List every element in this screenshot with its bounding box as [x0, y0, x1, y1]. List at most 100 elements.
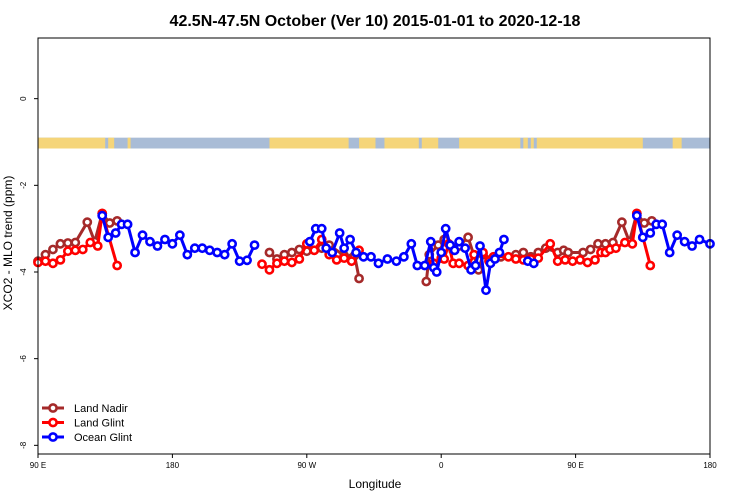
data-point — [182, 249, 193, 260]
data-point — [160, 234, 170, 245]
data-point — [40, 256, 51, 267]
data-point — [279, 256, 290, 267]
data-point — [499, 234, 509, 245]
data-point — [354, 273, 364, 284]
series-layer — [33, 208, 715, 296]
land-band — [384, 137, 419, 149]
data-point — [174, 230, 185, 241]
data-point — [412, 260, 423, 271]
data-point — [590, 254, 600, 265]
data-point — [257, 259, 267, 270]
land-band — [127, 137, 131, 149]
data-point — [331, 254, 342, 265]
data-point — [657, 219, 668, 230]
data-point — [664, 247, 675, 258]
data-point — [510, 254, 521, 264]
data-point — [137, 230, 148, 241]
data-point — [672, 230, 683, 241]
data-point — [309, 245, 320, 256]
data-point — [645, 260, 656, 271]
data-point — [366, 251, 376, 262]
data-point — [449, 245, 460, 256]
data-point — [77, 244, 88, 255]
legend-label: Ocean Glint — [74, 432, 132, 444]
data-point — [82, 217, 93, 228]
data-point — [358, 251, 369, 262]
data-point — [234, 256, 245, 267]
data-point — [481, 285, 491, 296]
data-point — [55, 254, 66, 265]
y-tick-label: -6 — [19, 355, 28, 363]
legend-label: Land Nadir — [74, 403, 128, 415]
data-point — [334, 228, 345, 238]
data-point — [639, 218, 650, 228]
data-point — [55, 238, 66, 249]
data-point — [219, 249, 230, 260]
data-point — [470, 260, 481, 271]
data-point — [454, 236, 465, 247]
data-point — [619, 237, 630, 248]
data-point — [616, 217, 627, 228]
data-point — [382, 254, 393, 264]
y-tick-label: -2 — [19, 181, 28, 189]
data-point — [475, 241, 485, 251]
data-point — [189, 243, 200, 254]
data-point — [490, 254, 500, 264]
land-band — [359, 137, 376, 149]
data-point — [97, 210, 108, 221]
data-point — [463, 232, 473, 243]
data-point — [227, 238, 238, 249]
land-band — [108, 137, 115, 149]
data-point — [62, 238, 73, 248]
data-point — [249, 240, 260, 251]
data-point — [286, 247, 297, 258]
x-tick-label: 90 W — [297, 461, 316, 470]
data-point — [152, 241, 163, 251]
plot-frame — [37, 37, 711, 455]
data-point — [339, 253, 350, 264]
data-point — [48, 258, 58, 269]
data-point — [85, 237, 96, 248]
data-point — [679, 236, 690, 247]
data-point — [552, 256, 563, 267]
data-point — [560, 254, 571, 265]
data-point — [339, 243, 350, 254]
data-point — [304, 236, 315, 247]
data-point — [419, 260, 430, 271]
legend: Land Nadir Land Glint Ocean Glint — [42, 403, 132, 444]
land-ocean-strip — [38, 137, 710, 149]
y-axis-label: XCO2 - MLO trend (ppm) — [1, 176, 15, 311]
data-point — [631, 210, 642, 221]
data-point — [687, 241, 697, 251]
data-point — [440, 223, 451, 234]
data-point — [351, 247, 361, 258]
data-point — [421, 276, 432, 287]
data-point — [167, 238, 178, 249]
data-point — [264, 247, 275, 258]
data-point — [637, 232, 648, 243]
data-point — [264, 264, 275, 275]
land-band — [536, 137, 643, 149]
data-point — [130, 247, 140, 258]
x-tick-label: 90 E — [567, 461, 583, 470]
data-point — [286, 257, 297, 268]
data-point — [494, 247, 505, 258]
data-point — [272, 258, 282, 269]
data-point — [582, 257, 593, 268]
data-point — [345, 234, 356, 245]
data-point — [460, 243, 470, 254]
y-tick-label: -8 — [19, 441, 28, 449]
data-point — [585, 244, 596, 255]
data-point — [398, 251, 409, 262]
data-point — [327, 247, 338, 258]
data-point — [122, 219, 133, 230]
data-point — [694, 234, 705, 245]
data-point — [645, 228, 656, 238]
data-point — [110, 228, 121, 238]
data-point — [70, 245, 81, 256]
land-band — [530, 137, 534, 149]
data-point — [528, 258, 539, 269]
data-point — [575, 254, 585, 265]
data-point — [197, 243, 208, 254]
